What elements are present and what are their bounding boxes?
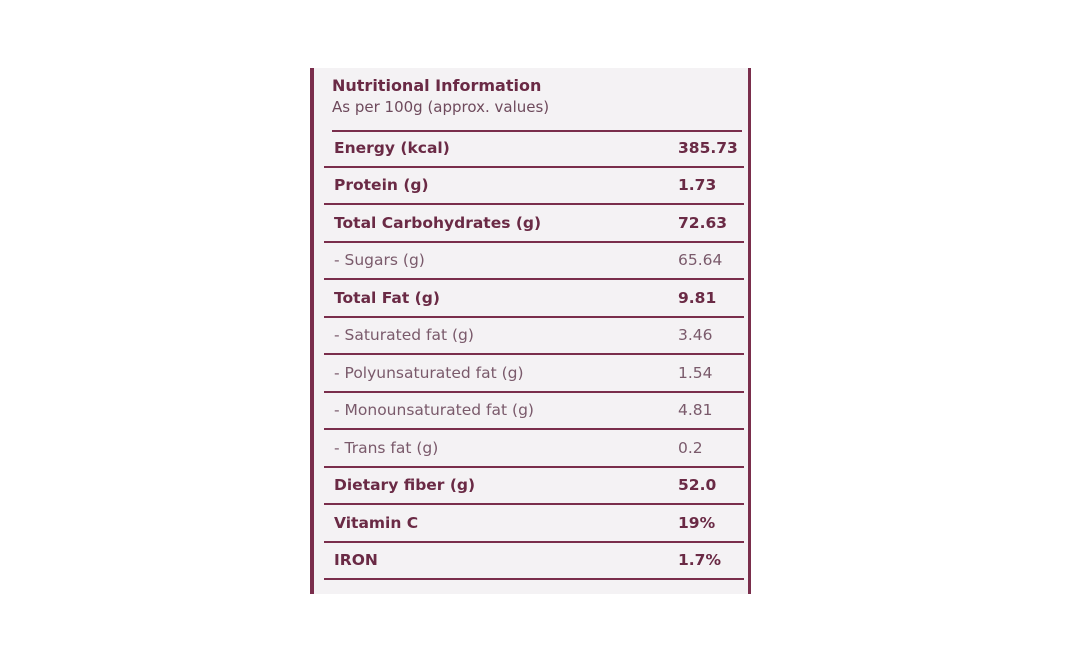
nutrient-value: 65.64: [678, 251, 723, 270]
nutrient-row: Vitamin C 19%: [324, 505, 744, 543]
nutrient-name: Dietary fiber (g): [334, 476, 476, 495]
nutrient-name: Total Carbohydrates (g): [334, 213, 542, 232]
nutrient-value: 19%: [678, 513, 716, 532]
nutrition-label: Nutritional Information As per 100g (app…: [310, 68, 751, 594]
nutrient-name: Total Fat (g): [334, 288, 440, 307]
nutrient-value: 9.81: [678, 288, 717, 307]
nutrient-name: Vitamin C: [334, 513, 419, 532]
nutrient-name: - Sugars (g): [334, 251, 425, 270]
nutrient-value: 0.2: [678, 438, 703, 457]
nutrient-row: - Trans fat (g) 0.2: [324, 430, 744, 468]
nutrient-row: Dietary fiber (g) 52.0: [324, 468, 744, 505]
nutrient-value: 4.81: [678, 401, 713, 420]
nutrient-row: Protein (g) 1.73: [324, 168, 744, 205]
nutrient-value: 1.7%: [678, 551, 721, 570]
nutrient-name: Protein (g): [334, 176, 429, 195]
nutrient-name: - Monounsaturated fat (g): [334, 401, 534, 420]
nutrition-header: Nutritional Information As per 100g (app…: [332, 76, 742, 132]
nutrient-row: - Polyunsaturated fat (g) 1.54: [324, 355, 744, 393]
nutrient-row: Total Carbohydrates (g) 72.63: [324, 205, 744, 243]
nutrient-name: - Polyunsaturated fat (g): [334, 363, 524, 382]
nutrient-row: Energy (kcal) 385.73: [324, 130, 744, 168]
nutrient-row: - Sugars (g) 65.64: [324, 243, 744, 280]
nutrient-row: IRON 1.7%: [324, 543, 744, 580]
nutrition-title: Nutritional Information: [332, 76, 542, 95]
nutrient-value: 1.54: [678, 363, 713, 382]
nutrient-value: 72.63: [678, 213, 728, 232]
nutrition-rows: Energy (kcal) 385.73 Protein (g) 1.73 Total …: [324, 130, 744, 580]
nutrient-name: Energy (kcal): [334, 138, 450, 157]
nutrient-name: - Saturated fat (g): [334, 326, 474, 345]
nutrient-value: 3.46: [678, 326, 713, 345]
nutrient-row: Total Fat (g) 9.81: [324, 280, 744, 318]
nutrient-value: 385.73: [678, 138, 738, 157]
nutrient-name: - Trans fat (g): [334, 438, 439, 457]
nutrient-name: IRON: [334, 551, 378, 570]
nutrient-value: 52.0: [678, 476, 717, 495]
nutrient-row: - Monounsaturated fat (g) 4.81: [324, 393, 744, 430]
nutrition-subtitle: As per 100g (approx. values): [332, 98, 550, 116]
nutrient-row: - Saturated fat (g) 3.46: [324, 318, 744, 355]
nutrient-value: 1.73: [678, 176, 717, 195]
